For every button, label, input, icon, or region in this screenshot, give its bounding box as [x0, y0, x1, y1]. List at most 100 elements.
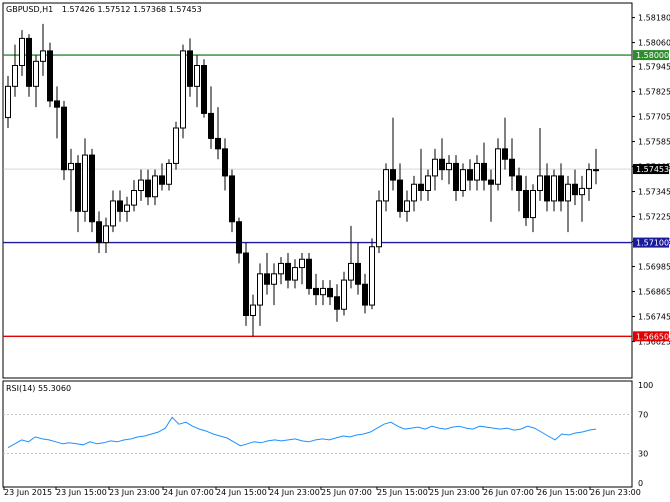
candle[interactable]	[551, 169, 557, 212]
candle[interactable]	[257, 263, 263, 326]
candle[interactable]	[579, 175, 585, 222]
candle[interactable]	[523, 175, 529, 226]
candle[interactable]	[180, 44, 186, 139]
candle[interactable]	[103, 217, 109, 253]
candle[interactable]	[341, 271, 347, 316]
candle[interactable]	[215, 107, 221, 160]
candle[interactable]	[383, 163, 389, 212]
candle[interactable]	[362, 273, 368, 314]
candle-body-bear	[96, 221, 102, 244]
level-price-label: 1.58000	[636, 51, 669, 60]
candle[interactable]	[537, 128, 543, 201]
candle[interactable]	[565, 175, 571, 233]
candle[interactable]	[425, 169, 431, 201]
candle[interactable]	[82, 138, 88, 222]
price-tick-label: 1.56985	[638, 263, 670, 272]
candle[interactable]	[159, 163, 165, 191]
candle[interactable]	[68, 148, 74, 212]
candle[interactable]	[75, 155, 81, 233]
candle[interactable]	[306, 253, 312, 295]
candle[interactable]	[313, 273, 319, 306]
candle[interactable]	[397, 163, 403, 218]
candle[interactable]	[327, 280, 333, 306]
candle[interactable]	[124, 196, 130, 222]
rsi-frame	[2, 380, 633, 488]
candle[interactable]	[187, 38, 193, 97]
candle[interactable]	[292, 259, 298, 289]
candle[interactable]	[166, 159, 172, 191]
candle[interactable]	[271, 263, 277, 306]
candle[interactable]	[509, 138, 515, 191]
level-price-label: 1.56650	[636, 332, 669, 341]
candle[interactable]	[446, 155, 452, 185]
x-tick-label: 26 Jun 23:00	[590, 488, 641, 497]
candle[interactable]	[320, 280, 326, 306]
rsi-pane[interactable]	[2, 380, 633, 488]
candle[interactable]	[131, 180, 137, 212]
candle[interactable]	[33, 55, 39, 108]
candle[interactable]	[586, 163, 592, 201]
candle[interactable]	[502, 117, 508, 170]
candle[interactable]	[348, 225, 354, 289]
candle[interactable]	[19, 30, 25, 76]
candle[interactable]	[61, 100, 67, 181]
price-pane[interactable]	[2, 2, 633, 379]
candle[interactable]	[558, 163, 564, 212]
candle[interactable]	[488, 169, 494, 222]
candle-body-bear	[145, 179, 151, 198]
candle[interactable]	[243, 242, 249, 326]
candle[interactable]	[152, 169, 158, 206]
x-tick-label: 23 Jun 23:00	[109, 488, 160, 497]
rsi-line[interactable]	[7, 416, 597, 449]
candle[interactable]	[194, 55, 200, 108]
candle[interactable]	[117, 190, 123, 222]
candle[interactable]	[369, 238, 375, 310]
candle[interactable]	[390, 117, 396, 191]
candle[interactable]	[278, 257, 284, 285]
candle[interactable]	[5, 75, 11, 128]
candle[interactable]	[376, 190, 382, 254]
candle[interactable]	[467, 159, 473, 191]
candle[interactable]	[495, 138, 501, 191]
candle[interactable]	[481, 142, 487, 191]
candle[interactable]	[530, 184, 536, 233]
candle[interactable]	[110, 190, 116, 233]
candle[interactable]	[96, 211, 102, 253]
candle[interactable]	[26, 34, 32, 97]
x-tick-label: 24 Jun 23:00	[269, 488, 320, 497]
x-tick-label: 24 Jun 07:00	[163, 488, 214, 497]
candle[interactable]	[250, 294, 256, 337]
candle[interactable]	[12, 44, 18, 97]
candle[interactable]	[355, 242, 361, 295]
candle[interactable]	[89, 148, 95, 233]
candle[interactable]	[572, 169, 578, 206]
candle[interactable]	[460, 163, 466, 197]
candle[interactable]	[474, 155, 480, 191]
candle[interactable]	[236, 217, 242, 264]
candle[interactable]	[334, 284, 340, 322]
candle[interactable]	[229, 169, 235, 233]
candle[interactable]	[432, 148, 438, 191]
candle[interactable]	[54, 86, 60, 139]
candle[interactable]	[439, 138, 445, 181]
candle[interactable]	[145, 169, 151, 206]
candle[interactable]	[544, 163, 550, 212]
candle[interactable]	[418, 148, 424, 201]
candle[interactable]	[404, 190, 410, 222]
candle[interactable]	[208, 86, 214, 149]
candle[interactable]	[411, 175, 417, 212]
candle[interactable]	[173, 121, 179, 170]
candle[interactable]	[593, 148, 599, 185]
candle[interactable]	[201, 59, 207, 118]
candle[interactable]	[299, 253, 305, 285]
candle[interactable]	[222, 138, 228, 191]
candle[interactable]	[40, 23, 46, 76]
candle[interactable]	[285, 253, 291, 289]
candle[interactable]	[138, 169, 144, 201]
candle[interactable]	[516, 167, 522, 212]
candle[interactable]	[264, 253, 270, 295]
candle[interactable]	[47, 42, 53, 108]
candle[interactable]	[453, 155, 459, 201]
